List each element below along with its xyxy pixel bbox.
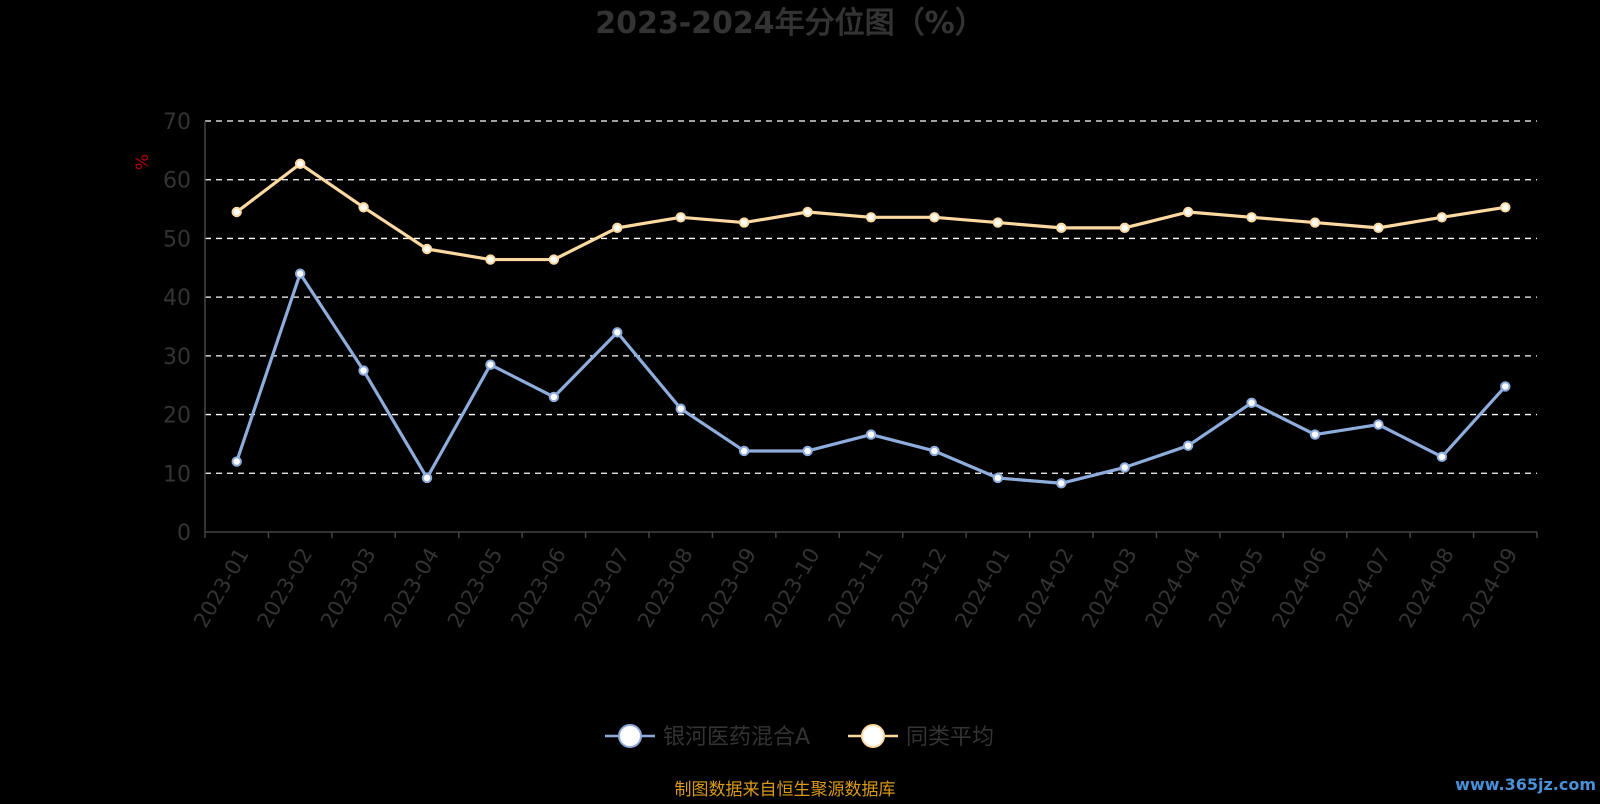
data-point [1246, 212, 1257, 223]
data-point [675, 212, 686, 223]
y-tick-label-20: 20 [163, 404, 191, 429]
data-point [421, 243, 433, 255]
data-point [865, 212, 877, 223]
data-point [929, 445, 940, 457]
data-point [421, 472, 433, 484]
data-point [675, 403, 686, 414]
data-point [612, 327, 623, 338]
legend-label-1: 同类平均 [906, 725, 994, 750]
y-tick-label-40: 40 [163, 286, 191, 311]
watermark: www.365jz.com [1455, 775, 1596, 794]
data-point [802, 445, 813, 457]
data-point [612, 222, 623, 234]
data-point [1500, 202, 1511, 213]
data-point [1373, 222, 1384, 234]
data-point [1056, 222, 1067, 234]
chart-title: 2023-2024年分位图（%） [595, 6, 985, 41]
grid-lines [205, 120, 1537, 474]
y-tick-labels: 0 10 20 30 40 50 60 70 [163, 110, 191, 546]
legend-item-0[interactable]: 银河医药混合A [605, 724, 810, 750]
y-tick-label-30: 30 [163, 345, 191, 370]
data-point [1309, 429, 1321, 440]
data-point [1119, 222, 1130, 234]
legend[interactable]: 银河医药混合A 同类平均 [605, 724, 994, 750]
data-point [1246, 397, 1257, 409]
data-point [358, 365, 369, 376]
data-point [929, 212, 940, 223]
series-0 [231, 268, 1511, 489]
axes [204, 121, 1538, 538]
data-point [738, 445, 750, 457]
data-source-note: 制图数据来自恒生聚源数据库 [675, 780, 896, 800]
legend-item-1[interactable]: 同类平均 [848, 724, 994, 750]
legend-circle-icon [861, 724, 885, 748]
data-point [1436, 212, 1448, 223]
data-point [1436, 451, 1448, 463]
series-1 [231, 158, 1511, 265]
data-point [1500, 381, 1511, 392]
data-point [1119, 462, 1130, 473]
data-point [294, 268, 306, 279]
y-tick-label-60: 60 [163, 169, 191, 194]
data-point [548, 391, 560, 403]
data-point [485, 359, 496, 370]
legend-label-0: 银河医药混合A [663, 725, 810, 750]
data-point [294, 158, 306, 170]
data-point [802, 206, 813, 218]
legend-circle-icon [618, 724, 642, 748]
data-point [1309, 217, 1321, 228]
data-point [231, 206, 242, 218]
data-point [1182, 206, 1194, 218]
data-point [1182, 440, 1194, 451]
data-point [485, 254, 496, 265]
data-point [865, 429, 877, 440]
data-point [992, 472, 1004, 484]
data-point [548, 254, 560, 265]
y-tick-label-70: 70 [163, 110, 191, 135]
y-tick-label-10: 10 [163, 462, 191, 487]
y-axis-label: % [133, 154, 153, 170]
data-point [358, 202, 369, 213]
y-tick-label-0: 0 [177, 521, 191, 546]
data-point [738, 217, 750, 228]
data-point [231, 456, 242, 467]
y-tick-label-50: 50 [163, 227, 191, 252]
data-point [1373, 419, 1384, 430]
data-point [1056, 478, 1067, 489]
series-lines [231, 158, 1511, 489]
data-point [992, 217, 1004, 228]
